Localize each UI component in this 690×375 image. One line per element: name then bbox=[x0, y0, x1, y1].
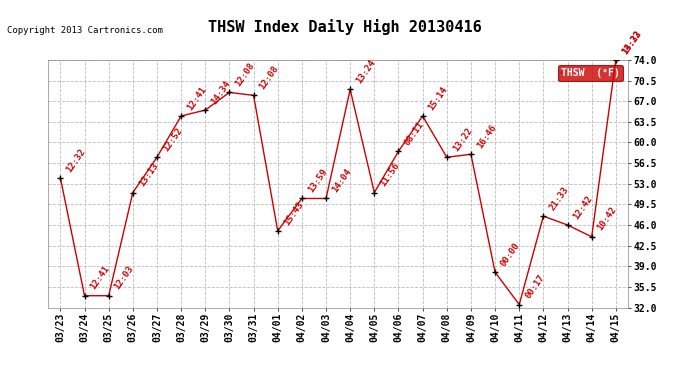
Text: 13:32: 13:32 bbox=[620, 28, 643, 56]
Text: 13:59: 13:59 bbox=[306, 167, 329, 194]
Text: 12:42: 12:42 bbox=[572, 194, 595, 221]
Text: 13:13: 13:13 bbox=[137, 161, 160, 188]
Text: 16:46: 16:46 bbox=[475, 123, 498, 150]
Text: 14:23: 14:23 bbox=[620, 28, 643, 56]
Text: 00:00: 00:00 bbox=[500, 241, 522, 268]
Text: 10:42: 10:42 bbox=[596, 206, 619, 232]
Text: 14:04: 14:04 bbox=[331, 167, 353, 194]
Text: 14:34: 14:34 bbox=[210, 79, 233, 106]
Legend: THSW  (°F): THSW (°F) bbox=[558, 65, 623, 81]
Text: THSW Index Daily High 20130416: THSW Index Daily High 20130416 bbox=[208, 19, 482, 35]
Text: Copyright 2013 Cartronics.com: Copyright 2013 Cartronics.com bbox=[7, 26, 163, 35]
Text: 11:56: 11:56 bbox=[379, 161, 402, 188]
Text: 12:41: 12:41 bbox=[186, 85, 208, 112]
Text: 12:41: 12:41 bbox=[89, 264, 112, 291]
Text: 08:11: 08:11 bbox=[403, 120, 426, 147]
Text: 12:52: 12:52 bbox=[161, 126, 184, 153]
Text: 13:24: 13:24 bbox=[355, 58, 377, 85]
Text: 12:32: 12:32 bbox=[65, 147, 88, 174]
Text: 21:33: 21:33 bbox=[548, 185, 571, 212]
Text: 13:22: 13:22 bbox=[451, 126, 474, 153]
Text: 12:03: 12:03 bbox=[113, 264, 136, 291]
Text: 12:08: 12:08 bbox=[258, 64, 281, 91]
Text: 15:43: 15:43 bbox=[282, 200, 305, 227]
Text: 12:08: 12:08 bbox=[234, 61, 257, 88]
Text: 15:14: 15:14 bbox=[427, 85, 450, 112]
Text: 00:17: 00:17 bbox=[524, 273, 546, 300]
